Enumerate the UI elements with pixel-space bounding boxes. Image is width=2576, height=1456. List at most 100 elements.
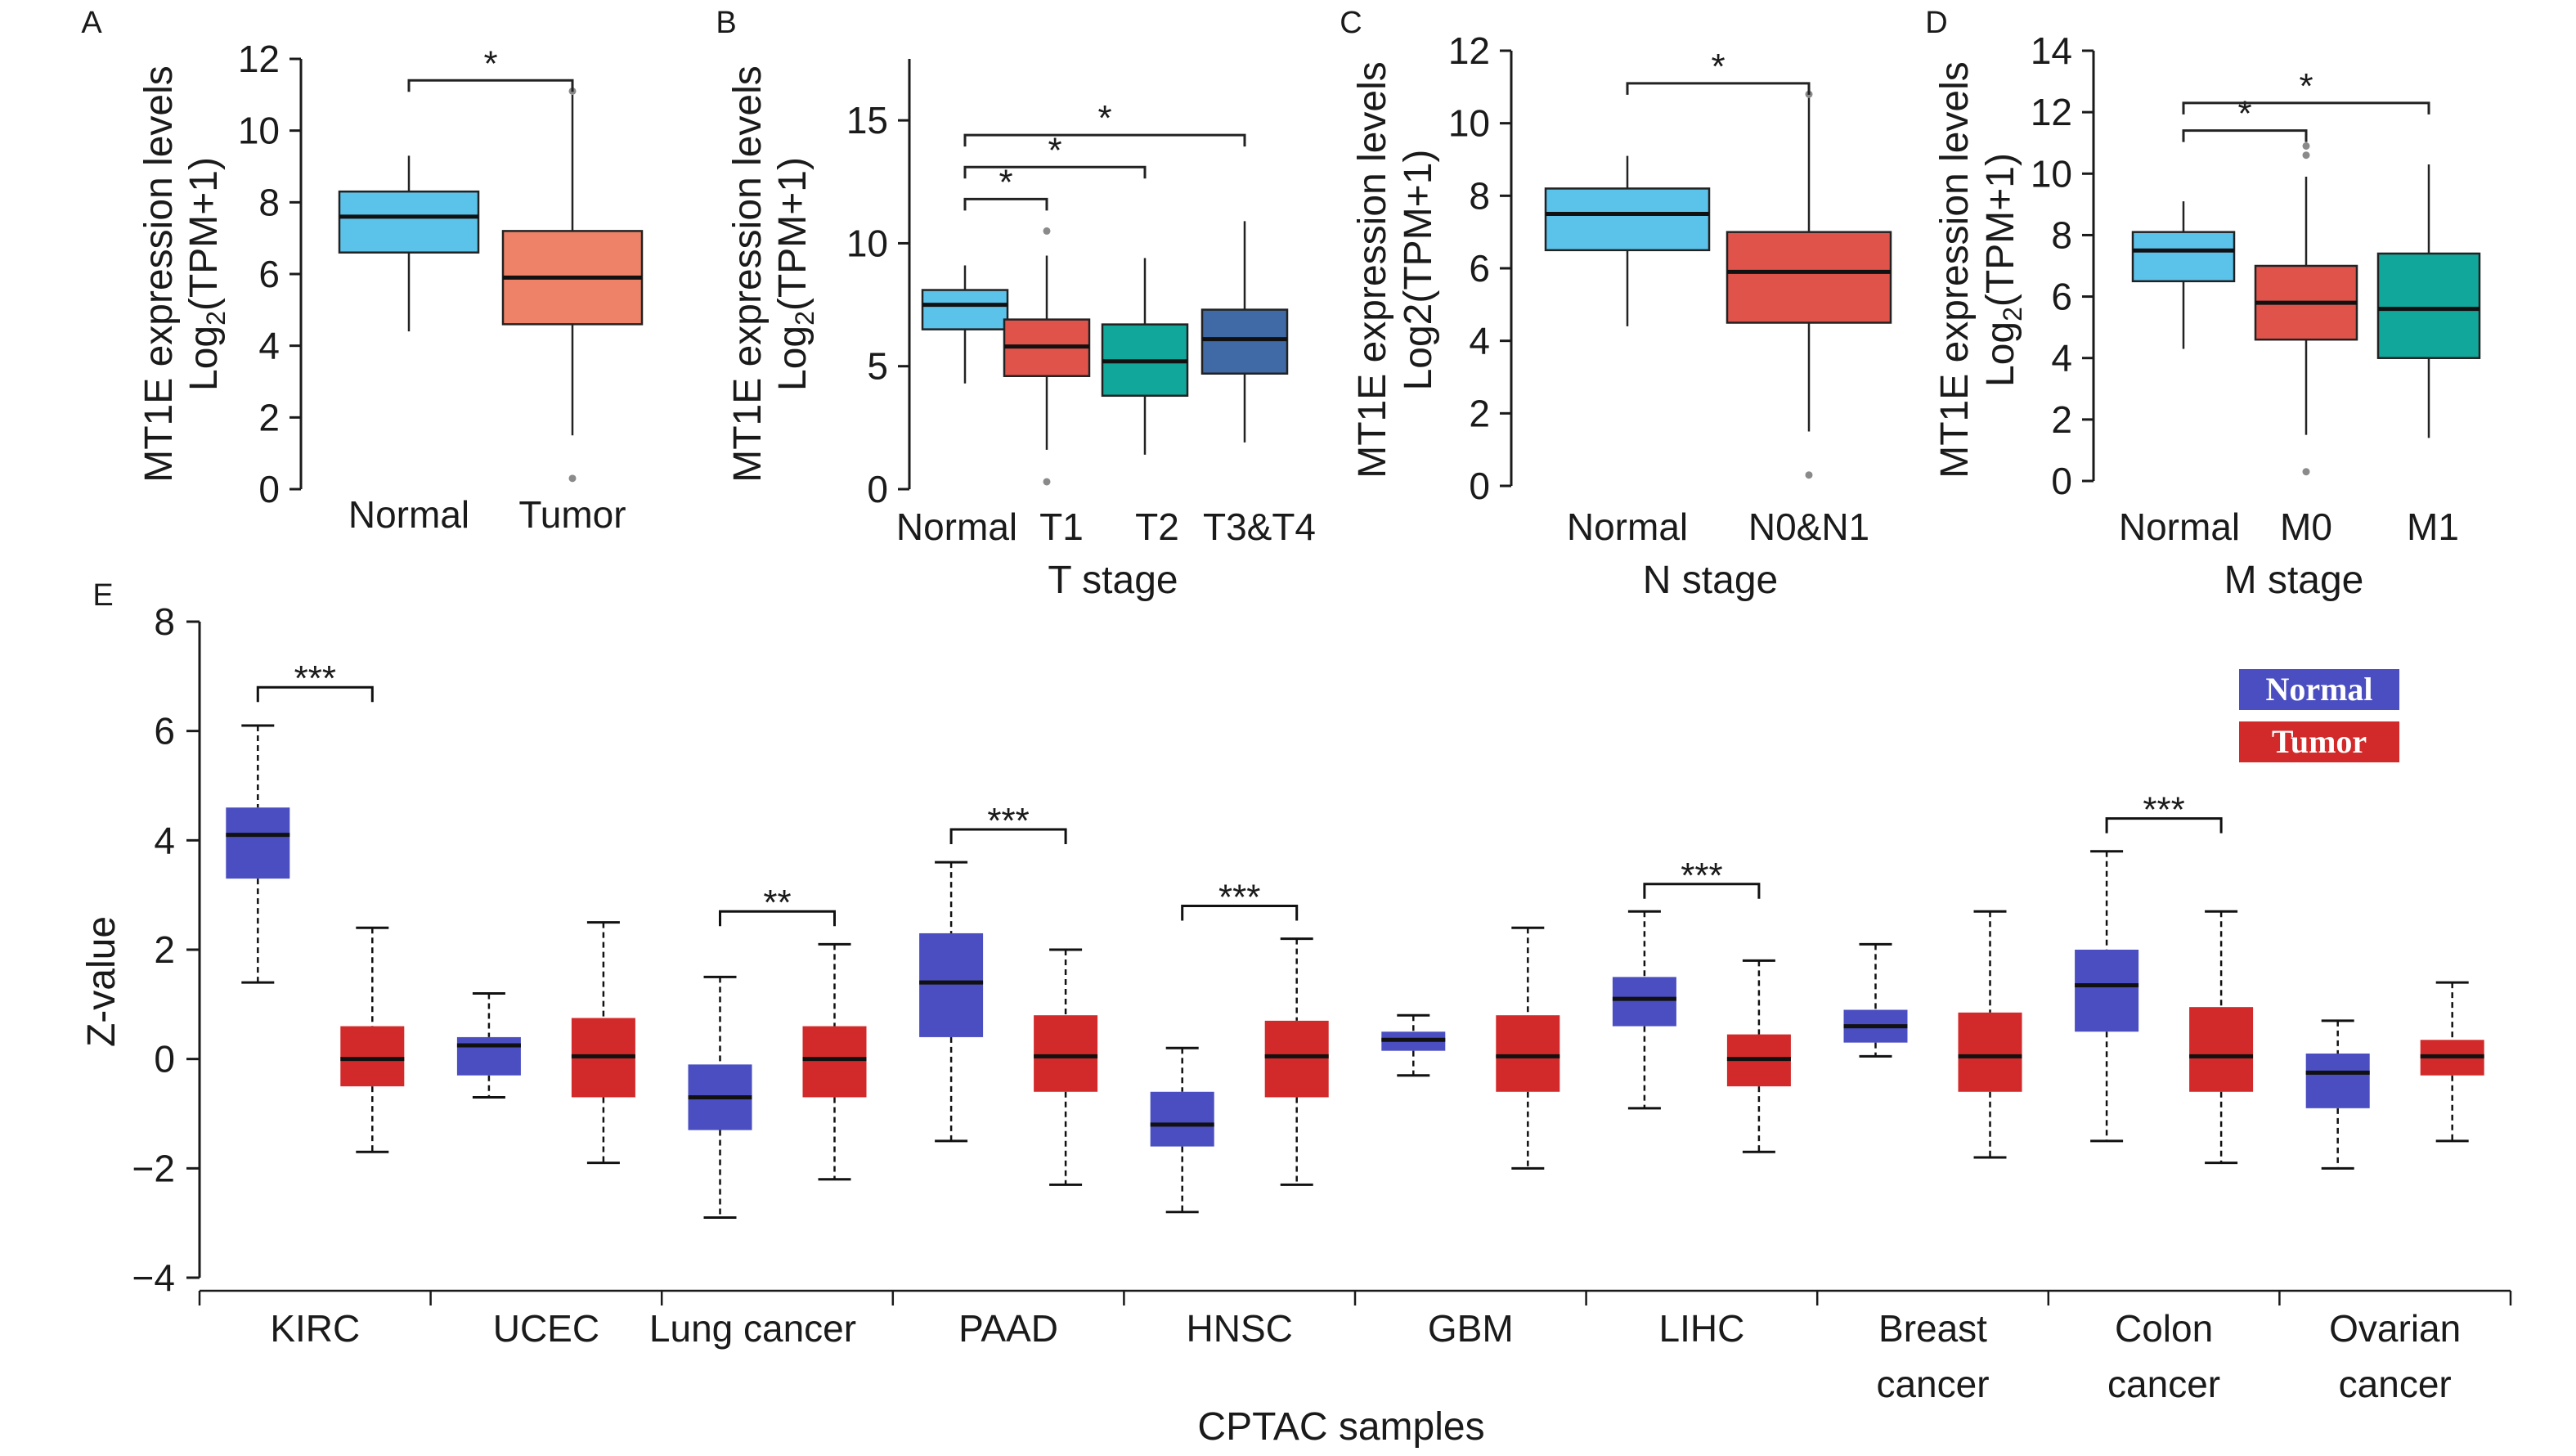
x-tick-label: KIRC	[270, 1307, 360, 1350]
panel-letter: A	[81, 6, 102, 40]
y-tick-label: 6	[2051, 276, 2072, 318]
legend-label: Tumor	[2272, 723, 2367, 760]
y-axis-label-unit-part: Log	[1979, 321, 2022, 387]
y-tick-label: 10	[1448, 102, 1490, 145]
x-tick-label: LIHC	[1658, 1307, 1744, 1350]
y-tick-label: 8	[154, 600, 175, 643]
box-normal	[2305, 1053, 2370, 1108]
box-normal	[919, 932, 984, 1037]
significance-stars: ***	[1218, 878, 1260, 918]
y-tick-label: 2	[258, 396, 280, 438]
y-axis-label-subscript: 2	[1998, 307, 2027, 321]
box-normal	[2075, 950, 2139, 1032]
y-tick-label: 6	[154, 710, 175, 753]
x-tick-label: GBM	[1428, 1307, 1514, 1350]
box-Normal	[2131, 231, 2236, 283]
y-tick-label: 12	[2031, 91, 2072, 133]
panel-letter: D	[1925, 6, 1947, 40]
box-T3&T4	[1200, 308, 1289, 375]
x-tick-label: HNSC	[1187, 1307, 1293, 1350]
y-axis-label: MT1E expression levels	[726, 65, 770, 483]
x-tick-label: M1	[2407, 506, 2459, 548]
y-tick-label: 0	[258, 468, 280, 510]
outlier-point	[2302, 151, 2310, 160]
y-tick-label: 0	[1469, 465, 1490, 507]
box-normal	[456, 1036, 521, 1076]
y-axis-label-unit-part: Log	[182, 326, 226, 391]
significance-stars: *	[999, 162, 1012, 202]
significance-stars: ***	[294, 658, 336, 699]
y-axis-label: MT1E expression levels	[1933, 61, 1977, 479]
x-tick-label: Tumor	[518, 493, 626, 536]
x-tick-label: Lung cancer	[649, 1307, 856, 1350]
x-tick-label: cancer	[2339, 1363, 2452, 1405]
significance-stars: *	[1097, 98, 1111, 138]
y-axis-label-unit-part: Log2(TPM+1)	[1397, 150, 1440, 391]
y-axis-label: MT1E expression levels	[137, 65, 181, 483]
y-axis-label-unit: Log2(TPM+1)	[771, 157, 819, 391]
significance-stars: *	[1048, 130, 1061, 170]
significance-bracket	[1643, 883, 1761, 899]
box-tumor	[1496, 1015, 1560, 1092]
y-tick-label: 10	[846, 222, 888, 264]
box-tumor	[1958, 1012, 2022, 1092]
y-tick-label: 12	[1448, 29, 1490, 72]
significance-bracket	[963, 165, 1147, 179]
y-axis-label-unit: Log2(TPM+1)	[1979, 153, 2027, 387]
y-tick-label: 0	[867, 468, 888, 510]
significance-bracket	[1626, 82, 1811, 95]
outlier-point	[2302, 468, 2310, 476]
box-N0&N1	[1726, 231, 1892, 324]
box-tumor	[802, 1026, 867, 1098]
x-tick-label: Ovarian	[2329, 1307, 2461, 1350]
significance-stars: **	[763, 883, 791, 923]
significance-bracket	[963, 133, 1246, 147]
panel-letter: B	[716, 6, 736, 40]
x-tick-label: UCEC	[493, 1307, 599, 1350]
x-tick-label: N0&N1	[1748, 506, 1869, 548]
y-tick-label: 6	[1469, 247, 1490, 290]
y-tick-label: 15	[846, 99, 888, 142]
y-tick-label: 14	[2031, 29, 2072, 72]
box-tumor	[2189, 1007, 2254, 1092]
x-tick-label: Normal	[896, 506, 1017, 548]
box-Normal	[338, 190, 480, 254]
significance-stars: ***	[987, 801, 1029, 841]
y-tick-label: 8	[2051, 213, 2072, 256]
significance-stars: ***	[2143, 790, 2184, 830]
y-tick-label: 4	[258, 325, 280, 367]
y-axis-label-subscript: 2	[201, 311, 231, 326]
y-tick-label: −4	[132, 1256, 175, 1299]
significance-bracket	[256, 685, 374, 703]
significance-bracket	[2182, 101, 2430, 115]
significance-stars: *	[2299, 66, 2313, 106]
y-tick-label: 6	[258, 253, 280, 295]
y-tick-label: 2	[1469, 392, 1490, 434]
outlier-point	[2302, 142, 2310, 150]
x-tick-label: PAAD	[958, 1307, 1058, 1350]
box-Normal	[921, 289, 1009, 330]
panel-e: E −4 −2 0 2 4 6 8 Z-value *** KIRC UCEC ** Lung cance…	[80, 578, 2512, 1449]
x-axis-title: M stage	[2224, 559, 2364, 602]
y-axis-label-unit-part: (TPM+1)	[771, 157, 815, 311]
box-normal	[1612, 977, 1676, 1027]
x-tick-label: M0	[2280, 506, 2332, 548]
x-axis-title: T stage	[1048, 559, 1178, 602]
x-tick-label: T2	[1135, 506, 1179, 548]
y-axis-label: MT1E expression levels	[1351, 61, 1394, 479]
legend-swatch	[2239, 669, 2399, 710]
x-tick-label: Normal	[1567, 506, 1688, 548]
x-tick-label: Normal	[2119, 506, 2240, 548]
x-tick-label: Breast	[1878, 1307, 1987, 1350]
significance-bracket	[963, 197, 1048, 211]
box-tumor	[340, 1026, 405, 1087]
box-tumor	[1264, 1020, 1329, 1098]
y-axis-label-unit: Log2(TPM+1)	[1397, 150, 1440, 391]
x-tick-label: T1	[1039, 506, 1084, 548]
box-tumor	[1034, 1015, 1098, 1092]
outlier-point	[1043, 478, 1051, 486]
y-tick-label: 4	[154, 819, 175, 861]
